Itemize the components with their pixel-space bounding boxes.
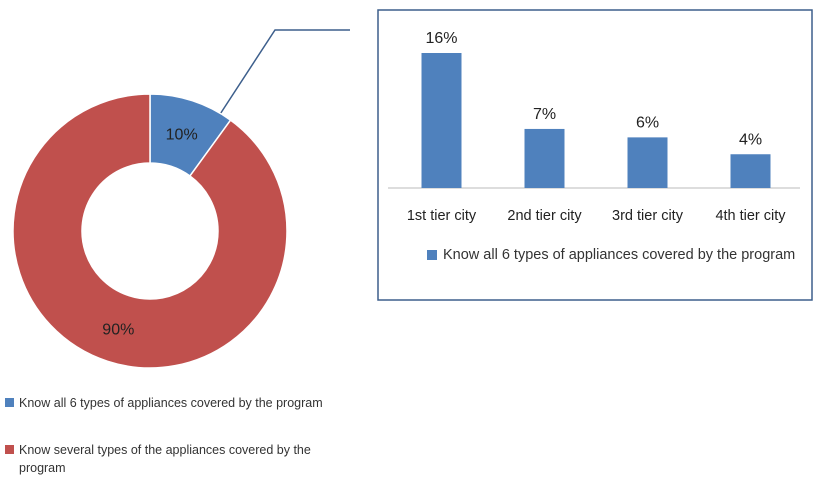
value-label: 6%: [636, 114, 659, 131]
legend-label: Know all 6 types of appliances covered b…: [19, 396, 323, 410]
legend-label: Know all 6 types of appliances covered b…: [443, 247, 796, 263]
value-label: 4%: [739, 131, 762, 148]
bar: [421, 53, 462, 188]
bar: [524, 128, 565, 188]
legend-entry: Know all 6 types of appliances covered b…: [5, 394, 329, 412]
bar: [730, 154, 771, 188]
x-tick-label: 3rd tier city: [612, 208, 684, 224]
legend-entry: Know all 6 types of appliances covered b…: [427, 244, 813, 266]
legend-label: Know several types of the appliances cov…: [19, 443, 311, 475]
value-label: 16%: [425, 30, 457, 47]
value-label: 7%: [533, 106, 556, 123]
legend-entry: Know several types of the appliances cov…: [5, 441, 329, 477]
slice-label: 10%: [166, 127, 198, 144]
legend-swatch: [427, 250, 437, 260]
legend-swatch: [5, 445, 14, 454]
x-tick-label: 1st tier city: [407, 208, 477, 224]
x-tick-label: 4th tier city: [715, 208, 786, 224]
donut-slice: [12, 93, 288, 369]
legend-swatch: [5, 398, 14, 407]
x-tick-label: 2nd tier city: [507, 208, 582, 224]
connector-line: [212, 29, 350, 126]
bar: [627, 137, 668, 188]
slice-label: 90%: [102, 321, 134, 338]
